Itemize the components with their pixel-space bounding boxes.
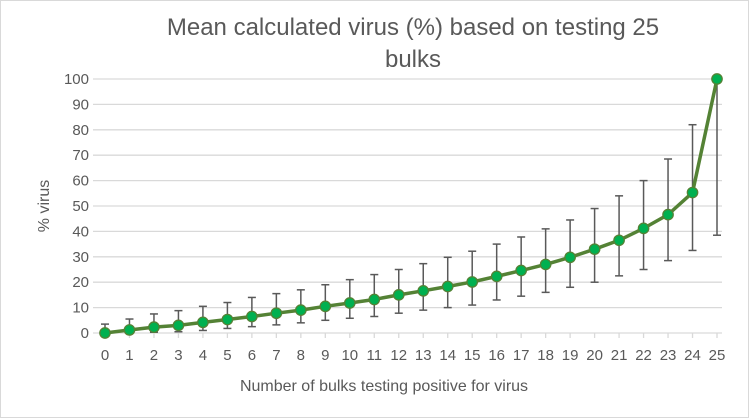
data-point	[343, 297, 356, 309]
data-point	[417, 284, 430, 297]
y-tick-label: 40	[72, 223, 89, 240]
x-tick-label: 14	[439, 347, 456, 364]
x-tick-label: 13	[415, 347, 432, 364]
y-tick-label: 60	[72, 173, 89, 190]
chart-title-line-1: Mean calculated virus (%) based on testi…	[167, 14, 659, 41]
x-tick-label: 10	[341, 347, 358, 364]
data-point	[246, 310, 258, 323]
x-tick-label: 9	[321, 347, 329, 364]
data-point	[490, 270, 503, 283]
data-point	[564, 251, 576, 264]
data-point	[123, 324, 136, 336]
x-tick-label: 1	[125, 347, 133, 364]
x-tick-label: 23	[660, 347, 677, 364]
y-tick-label: 20	[72, 274, 89, 291]
data-point	[172, 319, 185, 332]
chart-title-line-2: bulks	[385, 46, 441, 73]
y-tick-label: 50	[72, 198, 89, 215]
data-point	[368, 293, 381, 306]
data-point	[99, 327, 111, 339]
x-tick-label: 17	[513, 347, 530, 364]
x-tick-label: 2	[150, 347, 158, 364]
data-point	[637, 222, 650, 235]
x-tick-label: 0	[101, 347, 109, 364]
data-point	[613, 234, 625, 247]
x-tick-label: 15	[464, 347, 481, 364]
data-point	[515, 264, 528, 277]
x-tick-label: 22	[635, 347, 652, 364]
x-tick-label: 11	[366, 347, 382, 364]
data-point	[270, 307, 283, 320]
x-tick-label: 3	[174, 347, 182, 364]
data-point	[466, 276, 479, 288]
data-point	[392, 289, 405, 301]
x-tick-label: 6	[248, 347, 256, 364]
data-point	[539, 258, 552, 271]
y-tick-label: 70	[72, 147, 89, 164]
y-tick-label: 0	[81, 325, 89, 342]
x-axis-label: Number of bulks testing positive for vir…	[240, 378, 528, 395]
data-point	[221, 313, 234, 326]
x-tick-label: 25	[709, 347, 726, 364]
y-tick-label: 100	[64, 71, 89, 88]
y-axis-label: % virus	[36, 180, 53, 232]
data-point	[197, 316, 209, 329]
data-point	[686, 186, 699, 199]
data-point	[441, 280, 454, 293]
x-tick-label: 19	[562, 347, 579, 364]
x-tick-label: 24	[684, 347, 701, 364]
data-point	[662, 208, 674, 221]
x-tick-label: 5	[223, 347, 231, 364]
y-tick-label: 10	[72, 300, 89, 317]
x-tick-label: 12	[390, 347, 407, 364]
y-tick-label: 30	[72, 249, 89, 266]
data-point	[711, 73, 723, 85]
data-point	[319, 300, 332, 313]
x-tick-label: 20	[586, 347, 603, 364]
data-point	[294, 304, 307, 316]
data-point	[588, 243, 601, 256]
x-tick-label: 4	[199, 347, 207, 364]
y-tick-label: 90	[72, 96, 89, 113]
x-tick-label: 16	[488, 347, 505, 364]
x-tick-label: 7	[272, 347, 280, 364]
y-tick-label: 80	[72, 122, 89, 139]
x-tick-label: 18	[537, 347, 554, 364]
data-point	[148, 321, 160, 334]
x-tick-label: 8	[297, 347, 305, 364]
x-tick-label: 21	[611, 347, 628, 364]
